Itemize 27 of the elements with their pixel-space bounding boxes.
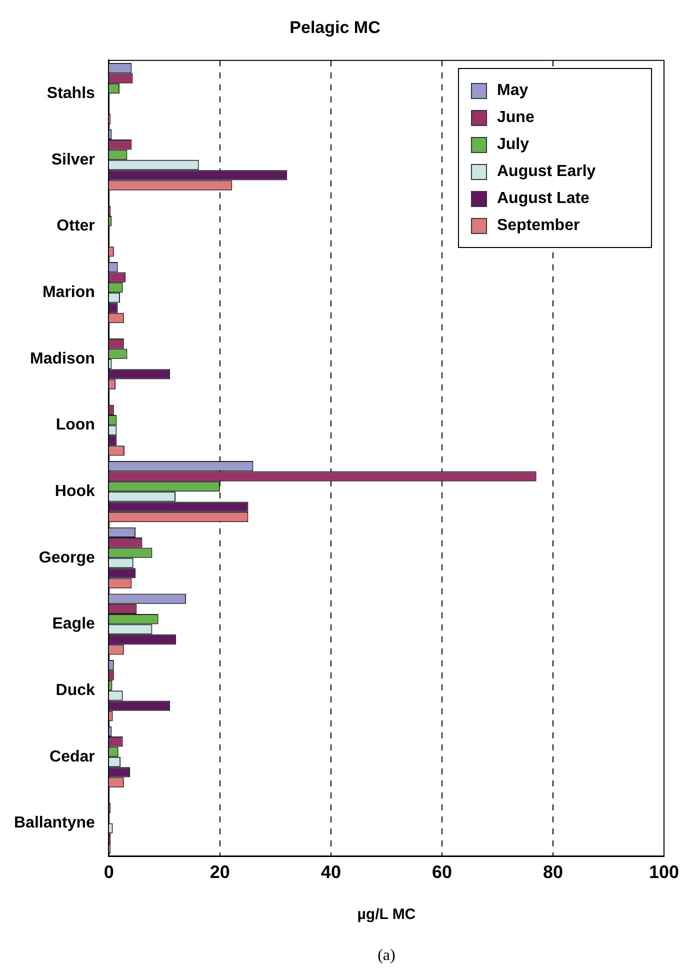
y-tick-label: Hook <box>54 482 96 500</box>
y-tick-label: Otter <box>56 218 95 235</box>
y-tick-label: Ballantyne <box>14 814 96 832</box>
legend-label: July <box>497 136 530 154</box>
legend-label: June <box>497 108 534 127</box>
legend-label: August Late <box>497 190 590 208</box>
x-axis-title: µg/L MC <box>357 906 416 924</box>
x-tick-label: 20 <box>210 862 230 882</box>
y-tick-label: Eagle <box>52 616 96 633</box>
y-tick-label: Duck <box>56 682 96 699</box>
legend-label: August Early <box>497 162 596 181</box>
x-tick-label: 60 <box>432 862 452 882</box>
legend-label: September <box>497 216 580 235</box>
x-tick-label: 80 <box>542 862 563 882</box>
x-tick-label: 40 <box>320 862 341 882</box>
y-tick-label: Cedar <box>50 748 95 766</box>
y-tick-label: Madison <box>30 350 95 368</box>
y-tick-label: Marion <box>42 284 95 301</box>
x-tick-label: 100 <box>648 862 680 882</box>
y-tick-label: Silver <box>51 151 95 168</box>
text: (a) <box>378 947 396 964</box>
y-tick-label: Stahls <box>46 84 96 102</box>
legend-label: May <box>497 82 528 100</box>
y-tick-label: George <box>38 549 96 566</box>
x-tick-label: 0 <box>104 862 114 882</box>
chart-title: Pelagic MC <box>290 18 380 37</box>
y-tick-label: Loon <box>56 416 95 434</box>
